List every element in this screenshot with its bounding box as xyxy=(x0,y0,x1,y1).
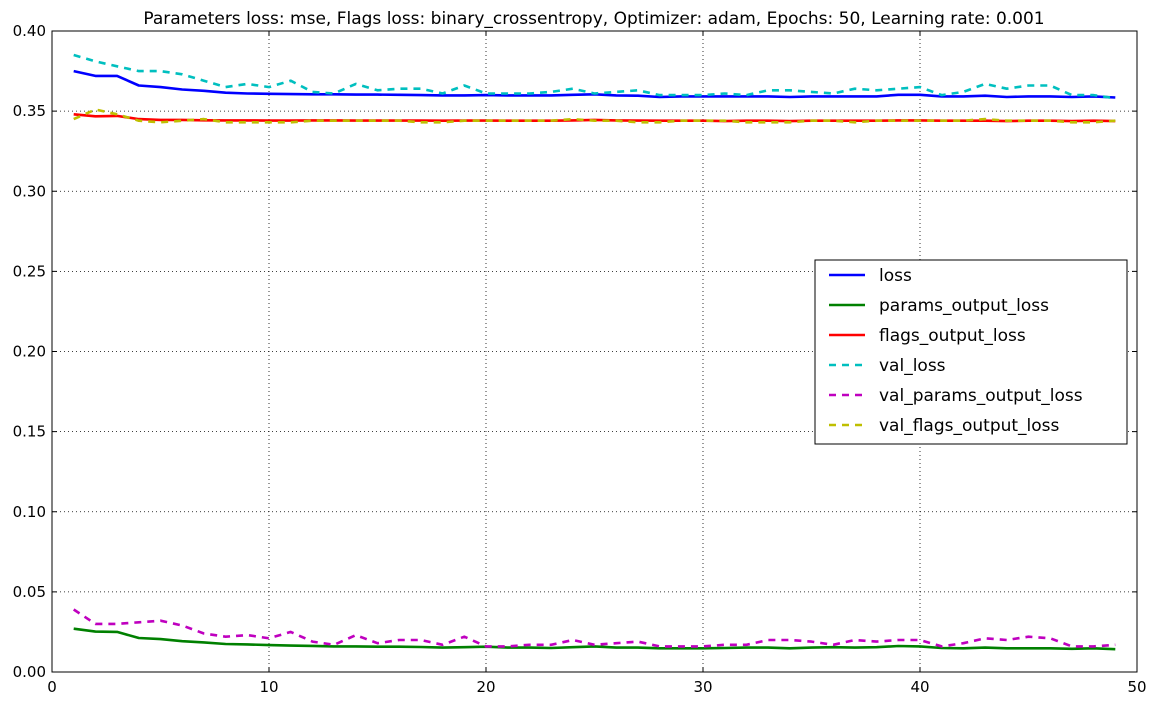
legend-label-loss: loss xyxy=(879,266,912,286)
legend: loss params_output_loss flags_output_lossv… xyxy=(814,259,1128,445)
x-tick-label: 50 xyxy=(1127,678,1146,696)
legend-label-flags-output-loss: flags_output_loss xyxy=(879,326,1026,346)
y-tick-label: 0.15 xyxy=(13,423,46,441)
legend-label-val-flags-output-loss: val_flags_output_loss xyxy=(879,416,1060,436)
legend-box xyxy=(814,259,1128,445)
series-line-val-loss xyxy=(73,53,1116,100)
x-tick-label: 20 xyxy=(476,678,495,696)
y-tick-label: 0.20 xyxy=(13,343,46,361)
y-tick-label: 0.30 xyxy=(13,182,46,200)
x-tick-label: 40 xyxy=(910,678,929,696)
x-tick-label: 10 xyxy=(259,678,278,696)
x-tick-label: 0 xyxy=(47,678,57,696)
y-tick-label: 0.05 xyxy=(13,583,46,601)
legend-label-val-params-output-loss: val_params_output_loss xyxy=(879,386,1083,406)
y-tick-label: 0.25 xyxy=(13,262,46,280)
y-tick-label: 0.40 xyxy=(13,22,46,40)
y-tick-label: 0.10 xyxy=(13,503,46,521)
axis-ticks: 0 10 20 30 40 50 0.00 0.05 0.10 0.15 0.20 0.25 0.30 0… xyxy=(13,22,1147,696)
series-line-params-output-loss xyxy=(73,627,1116,651)
series-line-val-params-output-loss xyxy=(72,608,1116,648)
chart-title: Parameters loss: mse, Flags loss: binary… xyxy=(143,9,1044,29)
x-tick-label: 30 xyxy=(693,678,712,696)
series-line-val-flags-output-loss xyxy=(73,108,1116,124)
legend-label-params-output-loss: params_output_loss xyxy=(879,296,1049,316)
legend-label-val-loss: val_loss xyxy=(879,356,946,376)
y-tick-label: 0.00 xyxy=(13,663,46,681)
y-tick-label: 0.35 xyxy=(13,102,46,120)
series-lines xyxy=(72,53,1116,651)
